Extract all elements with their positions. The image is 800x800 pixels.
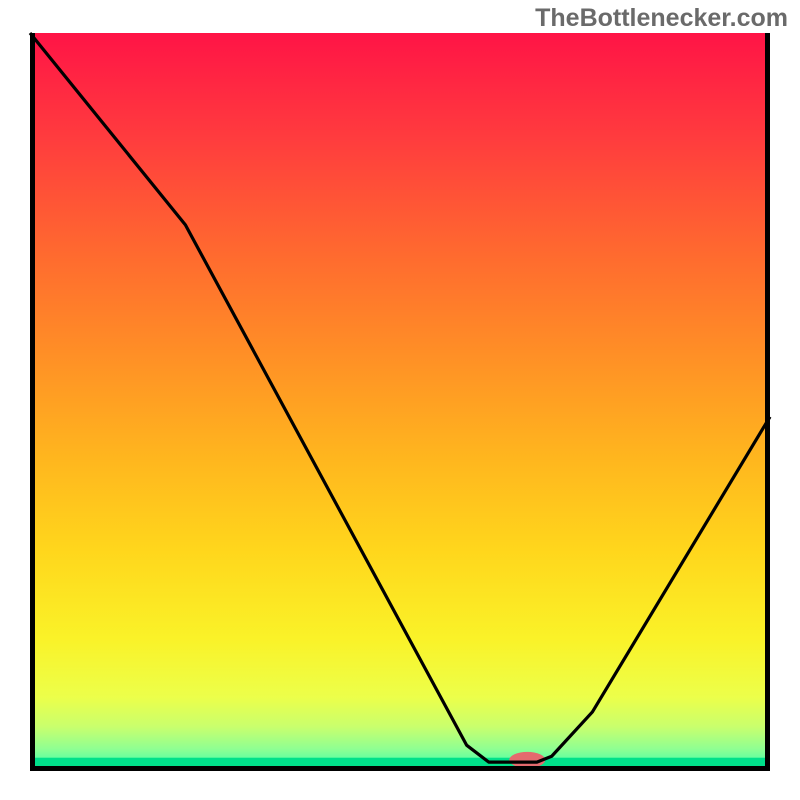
- chart-svg: [0, 0, 800, 800]
- bottleneck-chart: TheBottlenecker.com: [0, 0, 800, 800]
- watermark-text: TheBottlenecker.com: [535, 4, 788, 33]
- gradient-background: [30, 33, 770, 771]
